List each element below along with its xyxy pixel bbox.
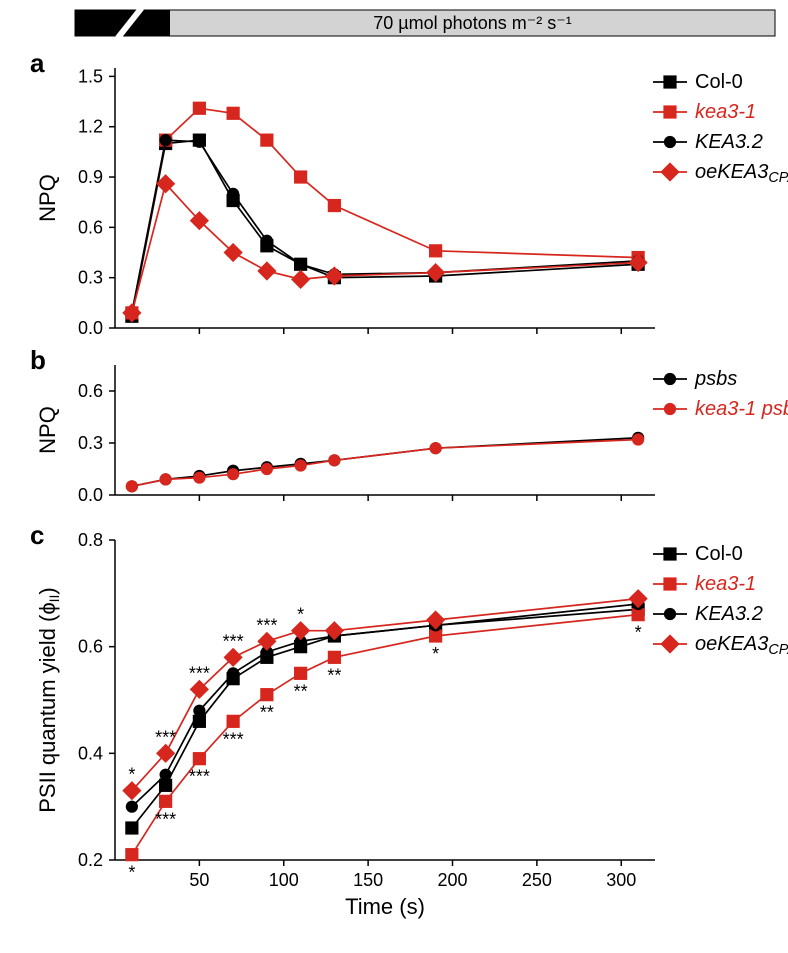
sig-above: * [128, 765, 135, 785]
legend-label-oekea3: oeKEA3CPA2 [695, 633, 788, 658]
series-kea3 [126, 609, 644, 861]
light-protocol-bar: 70 µmol photons m⁻² s⁻¹ [75, 8, 775, 38]
panel-letter-a: a [30, 48, 45, 78]
legend-label-col0: Col-0 [695, 71, 743, 93]
sig-below: ** [260, 703, 274, 723]
y-axis-label: PSII quantum yield (ϕII) [35, 587, 62, 813]
series-oekea3 [123, 175, 647, 322]
y-axis-label: NPQ [35, 406, 60, 454]
legend-label-kea32: KEA3.2 [695, 603, 763, 625]
xtick-label: 100 [269, 870, 299, 890]
sig-below: * [635, 623, 642, 643]
xtick-label: 150 [353, 870, 383, 890]
sig-above: *** [189, 663, 210, 683]
sig-above: * [297, 605, 304, 625]
ytick-label: 0.3 [78, 268, 103, 288]
sig-below: ** [327, 665, 341, 685]
sig-above: *** [256, 615, 277, 635]
legend-label-kea3: kea3-1 [695, 101, 756, 123]
ytick-label: 0.4 [78, 743, 103, 763]
sig-below: ** [294, 681, 308, 701]
panel-letter-c: c [30, 520, 44, 550]
light-protocol-label: 70 µmol photons m⁻² s⁻¹ [373, 13, 571, 33]
legend-label-psbs: psbs [694, 368, 737, 390]
series-kea3psbs [126, 434, 643, 492]
xtick-label: 50 [189, 870, 209, 890]
legend-label-kea3psbs: kea3-1 psbs [695, 398, 788, 420]
ytick-label: 0.0 [78, 318, 103, 338]
legend-label-col0: Col-0 [695, 543, 743, 565]
figure-svg: 70 µmol photons m⁻² s⁻¹ 0.0 0.3 0.6 0.9 1.2 1.… [0, 0, 788, 953]
sig-below: * [432, 644, 439, 664]
ytick-label: 1.5 [78, 66, 103, 86]
legend: Col-0 kea3-1 KEA3.2 oeKEA3CPA2 [653, 543, 788, 658]
legend-label-oekea3: oeKEA3CPA2 [695, 161, 788, 186]
sig-above: *** [223, 631, 244, 651]
ytick-label: 0.8 [78, 530, 103, 550]
sig-below: * [128, 863, 135, 883]
sig-above: *** [155, 727, 176, 747]
legend-label-kea3: kea3-1 [695, 573, 756, 595]
ytick-label: 1.2 [78, 117, 103, 137]
ytick-label: 0.6 [78, 381, 103, 401]
ytick-label: 0.0 [78, 485, 103, 505]
series-kea32 [126, 135, 643, 319]
series-psbs [126, 432, 643, 492]
sig-below: *** [155, 809, 176, 829]
xtick-label: 250 [522, 870, 552, 890]
axes: 0.0 0.3 0.6 0.9 1.2 1.5 NPQ [35, 66, 655, 338]
series-col0 [126, 603, 644, 834]
y-axis-label: NPQ [35, 174, 60, 222]
xtick-label: 200 [437, 870, 467, 890]
ytick-label: 0.2 [78, 850, 103, 870]
ytick-label: 0.3 [78, 433, 103, 453]
legend-label-kea32: KEA3.2 [695, 131, 763, 153]
ytick-label: 0.6 [78, 637, 103, 657]
panel-letter-b: b [30, 345, 46, 375]
xtick-label: 300 [606, 870, 636, 890]
sig-below: *** [223, 729, 244, 749]
sig-below: *** [189, 767, 210, 787]
ytick-label: 0.9 [78, 167, 103, 187]
x-axis-label: Time (s) [345, 894, 425, 919]
ytick-label: 0.6 [78, 217, 103, 237]
legend: psbs kea3-1 psbs [653, 368, 788, 420]
legend: Col-0 kea3-1 KEA3.2 oeKEA3CPA2 [653, 71, 788, 186]
